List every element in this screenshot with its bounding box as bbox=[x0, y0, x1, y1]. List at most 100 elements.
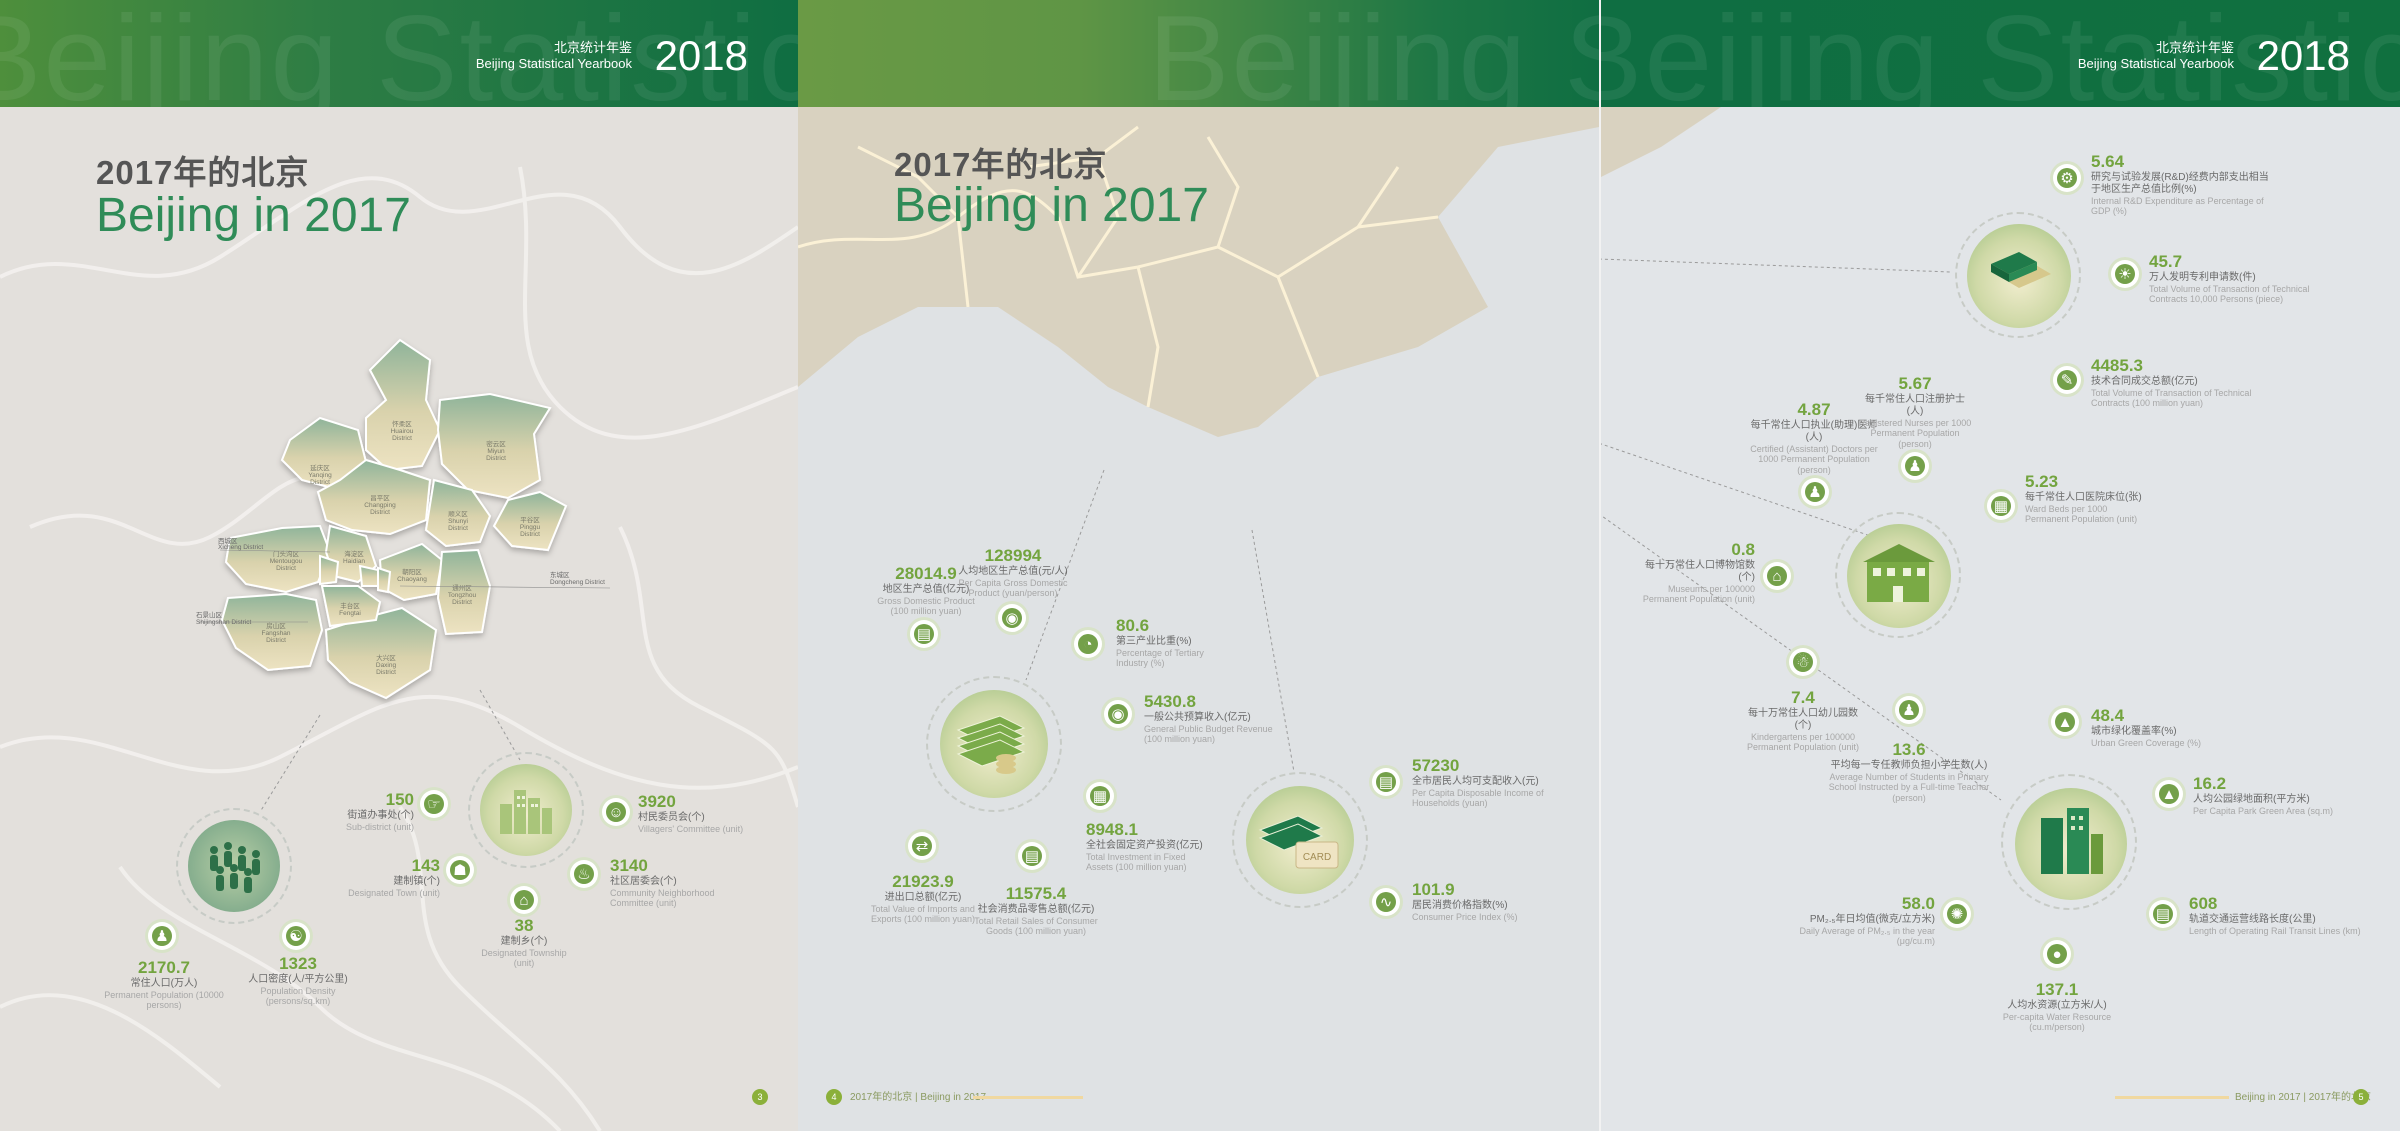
stat-density: 1323 人口密度(人/平方公里) Population Density (pe… bbox=[236, 954, 360, 1007]
svg-text:Fengtai: Fengtai bbox=[339, 610, 361, 617]
stat-label-cn: 社区居委会(个) bbox=[610, 876, 677, 888]
stat-label-cn: 全社会固定资产投资(亿元) bbox=[1086, 840, 1203, 852]
svg-text:密云区: 密云区 bbox=[486, 439, 506, 448]
stat-population: 2170.7 常住人口(万人) Permanent Population (10… bbox=[104, 958, 224, 1011]
briefcase-icon: ▤ bbox=[910, 620, 938, 648]
stat-value: 0.8 bbox=[1731, 540, 1755, 559]
stat-label-cn: 社会消费品零售总额(亿元) bbox=[977, 904, 1095, 916]
svg-text:District: District bbox=[370, 509, 390, 516]
svg-text:Pinggu: Pinggu bbox=[520, 524, 541, 531]
stat-doctors: 4.87 每千常住人口执业(助理)医师(人) Certified (Assist… bbox=[1749, 400, 1879, 475]
stat-label-cn: 街道办事处(个) bbox=[347, 810, 414, 822]
stat-label-en: Certified (Assistant) Doctors per 1000 P… bbox=[1750, 443, 1878, 475]
stat-label-en: Average Number of Students in Primary Sc… bbox=[1828, 771, 1990, 804]
stat-rail-transit: 608 轨道交通运营线路长度(公里) Length of Operating R… bbox=[2189, 894, 2369, 936]
stat-label-cn: 人均水资源(立方米/人) bbox=[2007, 1000, 2107, 1012]
stat-label-en: Gross Domestic Product (100 million yuan… bbox=[877, 595, 975, 617]
stat-label-cn: 村民委员会(个) bbox=[638, 812, 705, 824]
density-icon: ☯ bbox=[282, 922, 310, 950]
svg-text:District: District bbox=[486, 455, 506, 462]
stat-label-en: Per-capita Water Resource (cu.m/person) bbox=[2002, 1011, 2112, 1033]
footer-bar bbox=[2115, 1096, 2229, 1099]
svg-text:Shijingshan District: Shijingshan District bbox=[196, 619, 251, 626]
stat-value: 150 bbox=[385, 790, 414, 809]
stat-green-coverage: 48.4 城市绿化覆盖率(%) Urban Green Coverage (%) bbox=[2091, 706, 2241, 748]
svg-text:Shunyi: Shunyi bbox=[448, 518, 468, 525]
stat-value: 28014.9 bbox=[895, 564, 957, 583]
district-shunyi bbox=[424, 478, 492, 548]
yearbook-title-en: Beijing Statistical Yearbook bbox=[2077, 56, 2234, 71]
svg-text:Huairou: Huairou bbox=[391, 428, 414, 435]
svg-text:石景山区: 石景山区 bbox=[196, 610, 223, 619]
stat-tech-contracts: 4485.3 技术合同成交总额(亿元) Total Volume of Tran… bbox=[2091, 356, 2291, 409]
svg-text:丰台区: 丰台区 bbox=[340, 601, 360, 610]
township-icon: ⌂ bbox=[510, 886, 538, 914]
page-number: 3 bbox=[752, 1089, 768, 1105]
header-band: Beijing Statistical Yearbook bbox=[798, 0, 1599, 107]
technology-illustration bbox=[1955, 212, 2081, 338]
stat-value: 4.87 bbox=[1797, 400, 1831, 419]
stat-label-en: General Public Budget Revenue (100 milli… bbox=[1144, 723, 1273, 745]
stat-value: 4485.3 bbox=[2091, 356, 2143, 375]
svg-text:Daxing: Daxing bbox=[376, 662, 397, 669]
stat-budget-revenue: 5430.8 一般公共预算收入(亿元) General Public Budge… bbox=[1144, 692, 1274, 745]
thumbs-up-icon: ☞ bbox=[420, 790, 448, 818]
stat-imports-exports: 21923.9 进出口总额(亿元) Total Value of Imports… bbox=[868, 872, 978, 925]
footer-bar bbox=[973, 1096, 1083, 1099]
header-band: Beijing Statistical Yearbook 北京统计年鉴 Beij… bbox=[1601, 0, 2400, 107]
nurse-icon: ♟ bbox=[1901, 452, 1929, 480]
yearbook-title-en: Beijing Statistical Yearbook bbox=[475, 56, 632, 71]
stat-label-cn: 建制镇(个) bbox=[393, 876, 440, 888]
district-tongzhou bbox=[436, 548, 492, 636]
stat-label-cn: 每千常住人口注册护士(人) bbox=[1865, 394, 1965, 417]
town-icon: ☗ bbox=[446, 856, 474, 884]
stat-label-en: Internal R&D Expenditure as Percentage o… bbox=[2091, 195, 2264, 217]
svg-text:东城区: 东城区 bbox=[550, 570, 570, 579]
card-illustration: CARD bbox=[1232, 772, 1368, 908]
stat-label-en: Registered Nurses per 1000 Permanent Pop… bbox=[1858, 417, 1972, 449]
stat-value: 3140 bbox=[610, 856, 648, 875]
housing-illustration bbox=[1835, 512, 1961, 638]
stat-town: 143 建制镇(个) Designated Town (unit) bbox=[330, 856, 440, 898]
svg-text:Miyun: Miyun bbox=[487, 448, 505, 455]
stat-value: 48.4 bbox=[2091, 706, 2125, 725]
stat-subdistrict: 150 街道办事处(个) Sub-district (unit) bbox=[300, 790, 414, 832]
district-fangshan bbox=[220, 592, 324, 672]
yearbook-title-cn: 北京统计年鉴 bbox=[553, 40, 632, 55]
district-mentougou bbox=[224, 524, 332, 594]
lightbulb-icon: ☀ bbox=[2111, 260, 2139, 288]
svg-text:门头沟区: 门头沟区 bbox=[273, 549, 300, 558]
stat-label-en: Total Volume of Transaction of Technical… bbox=[2091, 387, 2252, 409]
svg-text:昌平区: 昌平区 bbox=[370, 494, 390, 502]
stat-label-en: Population Density (persons/sq.km) bbox=[260, 985, 336, 1007]
stat-label-en: Daily Average of PM₂.₅ in the year (μg/c… bbox=[1799, 925, 1935, 947]
district-fengtai bbox=[320, 585, 382, 628]
microscope-icon: ⚙ bbox=[2053, 164, 2081, 192]
stat-label-en: Sub-district (unit) bbox=[345, 821, 414, 832]
page-middle: Beijing Statistical Yearbook 2017年的北京 Be… bbox=[798, 0, 1599, 1131]
page-number: 4 bbox=[826, 1089, 842, 1105]
stat-value: 101.9 bbox=[1412, 880, 1455, 899]
stat-value: 38 bbox=[514, 916, 534, 935]
investment-icon: ▦ bbox=[1086, 782, 1114, 810]
stat-label-en: Total Volume of Transaction of Technical… bbox=[2149, 283, 2310, 305]
stat-retail-sales: 11575.4 社会消费品零售总额(亿元) Total Retail Sales… bbox=[972, 884, 1100, 937]
stat-label-cn: 全市居民人均可支配收入(元) bbox=[1412, 776, 1539, 788]
buildings-icon bbox=[500, 790, 552, 834]
stat-value: 7.4 bbox=[1791, 688, 1815, 707]
stat-label-cn: 每千常住人口执业(助理)医师(人) bbox=[1750, 420, 1878, 443]
stat-community: 3140 社区居委会(个) Community Neighborhood Com… bbox=[610, 856, 750, 909]
svg-text:Yanqing: Yanqing bbox=[308, 472, 332, 479]
stat-value: 2170.7 bbox=[138, 958, 190, 977]
stat-value: 1323 bbox=[279, 954, 317, 973]
stat-value: 5.64 bbox=[2091, 152, 2125, 171]
stat-label-en: Museums per 100000 Permanent Population … bbox=[1642, 583, 1755, 605]
stat-label-en: Permanent Population (10000 persons) bbox=[104, 989, 224, 1011]
district-miyun bbox=[436, 392, 552, 500]
tree-icon: ▲ bbox=[2051, 708, 2079, 736]
chip-icon bbox=[1991, 252, 2051, 288]
svg-text:Changping: Changping bbox=[364, 502, 396, 509]
stat-value: 16.2 bbox=[2193, 774, 2227, 793]
header-watermark: Beijing Statistical Yearbook bbox=[1148, 0, 1599, 107]
stat-label-cn: 轨道交通运营线路长度(公里) bbox=[2189, 914, 2316, 926]
